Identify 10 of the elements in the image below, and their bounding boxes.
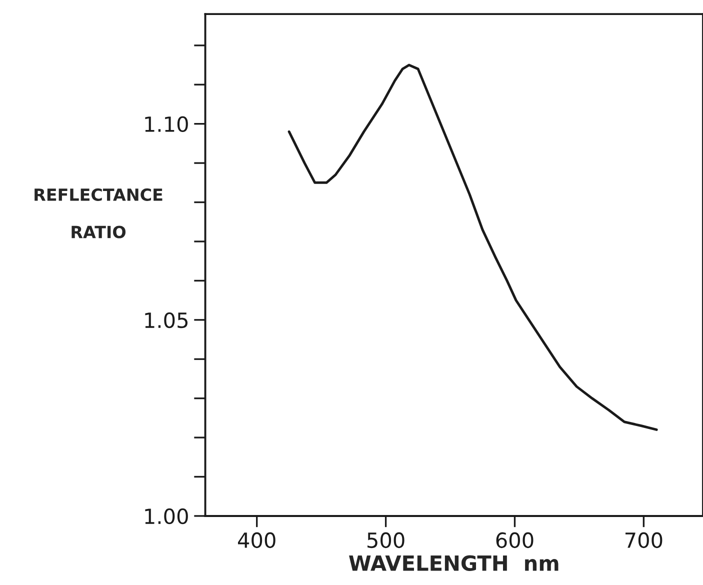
x-tick-label: 500 — [368, 532, 404, 548]
y-tick-label: 1.00 — [145, 508, 188, 524]
x-axis-title: WAVELENGTH nm — [349, 555, 558, 572]
x-tick-label: 400 — [238, 532, 276, 548]
text: REFLECTANCE RATIO — [34, 188, 162, 238]
y-tick-label: 1.10 — [145, 116, 188, 132]
y-tick-label: 1.05 — [145, 312, 188, 328]
x-tick-label: 600 — [496, 532, 534, 548]
x-tick-label: 700 — [626, 532, 662, 548]
line-series — [288, 64, 658, 431]
